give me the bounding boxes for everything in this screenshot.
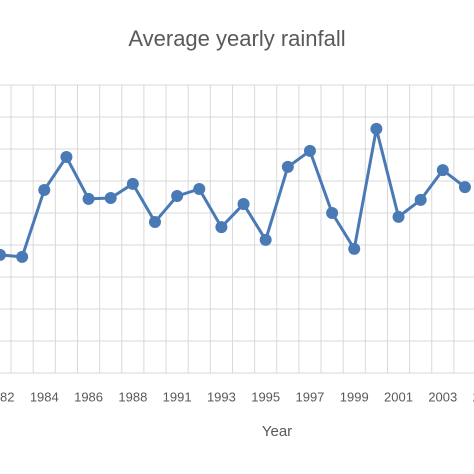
x-tick-label: 1986 (74, 389, 103, 404)
chart-title: Average yearly rainfall (128, 26, 345, 51)
x-tick-label: 1995 (251, 389, 280, 404)
data-point (38, 183, 51, 196)
x-tick-label: 2003 (428, 389, 457, 404)
x-tick-label: 1984 (30, 389, 59, 404)
x-tick-label: 1997 (295, 389, 324, 404)
data-point (82, 192, 95, 205)
x-tick-label: 1993 (207, 389, 236, 404)
data-point (237, 198, 250, 211)
data-point (259, 233, 272, 246)
data-point (171, 190, 184, 203)
data-point (348, 242, 361, 255)
series-line (0, 127, 466, 259)
x-tick-label: 2005 (473, 389, 474, 404)
x-tick-label: 1988 (118, 389, 147, 404)
x-axis-title: Year (262, 423, 292, 440)
data-point (193, 183, 206, 195)
data-point (104, 191, 117, 204)
data-point (414, 193, 427, 206)
data-point (126, 177, 139, 190)
data-point (0, 248, 6, 261)
x-tick-label: 1991 (163, 389, 192, 404)
data-point (303, 144, 316, 157)
data-point (148, 215, 161, 228)
data-point (392, 210, 405, 223)
data-point (370, 122, 383, 135)
data-point (458, 181, 471, 194)
data-point (16, 250, 29, 263)
x-tick-label: 1982 (0, 389, 14, 404)
data-point (281, 160, 294, 173)
x-tick-label: 1999 (340, 389, 369, 404)
data-point (436, 164, 449, 177)
data-point (326, 207, 339, 219)
data-point (60, 151, 73, 163)
data-point (215, 221, 228, 234)
x-tick-label: 2001 (384, 389, 413, 404)
